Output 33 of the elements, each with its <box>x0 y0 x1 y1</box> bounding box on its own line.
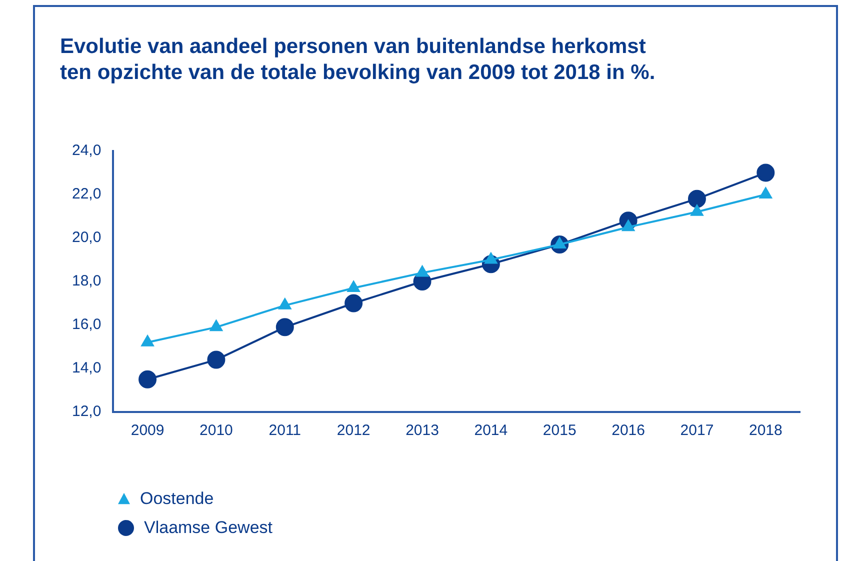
point <box>141 335 154 346</box>
point <box>278 298 292 310</box>
x-tick-label: 2009 <box>130 422 164 440</box>
x-tick-label: 2010 <box>200 422 233 440</box>
y-tick-label: 20,0 <box>72 229 102 246</box>
chart-title: Evolutie van aandeel personen van buitenlandse herkomst ten opzichte van de totale bevolking van 2009 tot 2018 in %. <box>60 34 656 86</box>
point <box>759 188 772 198</box>
y-tick-label: 24,0 <box>72 142 102 160</box>
point <box>276 318 294 336</box>
x-tick-label: 2017 <box>680 422 714 440</box>
point <box>347 281 360 292</box>
y-tick-label: 16,0 <box>72 316 102 334</box>
point <box>416 266 428 277</box>
x-tick-label: 2011 <box>268 422 302 440</box>
x-tick-label: 2018 <box>748 422 782 440</box>
x-tick-label: 2016 <box>612 422 645 440</box>
y-tick-label: 14,0 <box>72 360 102 377</box>
y-tick-label: 12,0 <box>72 403 102 420</box>
x-tick-label: 2013 <box>406 422 439 440</box>
x-tick-label: 2012 <box>336 422 370 440</box>
y-tick-label: 18,0 <box>72 272 102 290</box>
point <box>344 294 363 312</box>
point <box>207 350 226 369</box>
point <box>690 204 704 216</box>
point <box>756 164 775 182</box>
legend-label: Vlaamse Gewest <box>144 518 272 538</box>
point <box>210 320 222 332</box>
x-tick-label: 2015 <box>542 422 576 440</box>
legend-label: Oostende <box>140 488 214 508</box>
point <box>688 190 706 208</box>
x-tick-label: 2014 <box>474 422 508 440</box>
y-tick-label: 22,0 <box>72 186 102 203</box>
point <box>138 370 157 388</box>
